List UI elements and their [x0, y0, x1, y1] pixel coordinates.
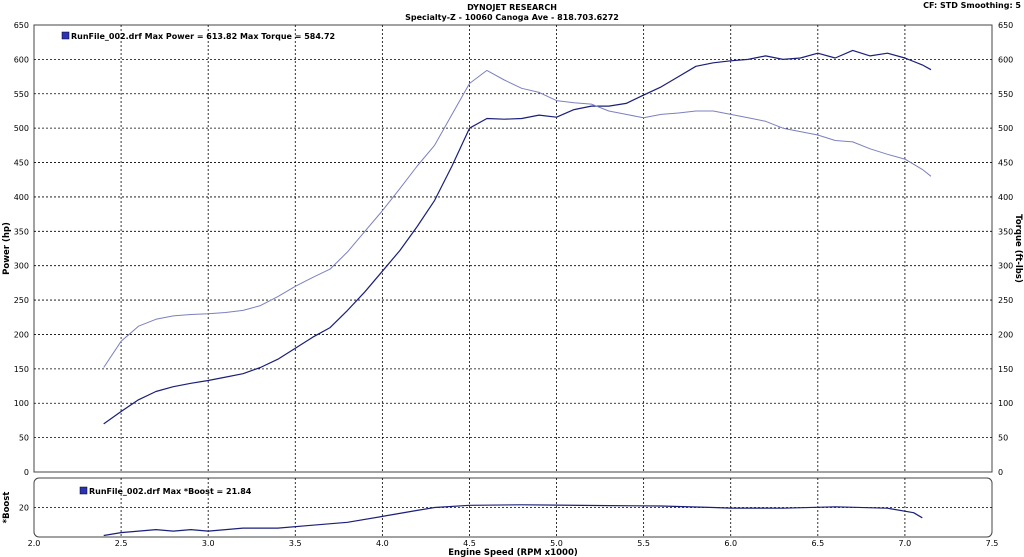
x-tick-label: 3.5 [289, 539, 302, 548]
x-axis-title: Engine Speed (RPM x1000) [448, 548, 578, 557]
legend-text: RunFile_002.drf Max *Boost = 21.84 [89, 487, 252, 496]
power-torque-plot-area [33, 24, 993, 473]
x-tick-label: 7.5 [986, 539, 999, 548]
chart-subtitle: Specialty-Z - 10060 Canoga Ave - 818.703… [405, 13, 619, 22]
y-tick-label: 0 [24, 468, 29, 477]
y-tick-label: 50 [19, 434, 29, 443]
legend-text: RunFile_002.drf Max Power = 613.82 Max T… [71, 32, 335, 41]
legend-swatch [61, 31, 70, 40]
y-tick-label: 250 [14, 296, 29, 305]
y-tick-label: 450 [14, 159, 29, 168]
y2-tick-label: 100 [998, 399, 1013, 408]
y-tick-label: 20 [19, 504, 29, 513]
y2-tick-label: 350 [998, 227, 1013, 236]
y2-tick-label: 50 [998, 434, 1008, 443]
y2-tick-label: 500 [998, 124, 1013, 133]
y2-tick-label: 600 [998, 55, 1013, 64]
x-tick-label: 2.5 [115, 539, 128, 548]
y-tick-label: 500 [14, 124, 29, 133]
x-tick-label: 2.0 [28, 539, 41, 548]
chart-title: DYNOJET RESEARCH [467, 3, 557, 12]
y2-tick-label: 150 [998, 365, 1013, 374]
y2-axis-title: Torque (ft-lbs) [1013, 214, 1023, 283]
x-tick-label: 5.5 [637, 539, 650, 548]
series-line-boost [103, 504, 923, 537]
y2-tick-label: 200 [998, 330, 1013, 339]
y2-tick-label: 0 [998, 468, 1003, 477]
x-tick-label: 7.0 [899, 539, 912, 548]
y-tick-label: 150 [14, 365, 29, 374]
y-tick-label: 600 [14, 55, 29, 64]
x-tick-label: 5.0 [550, 539, 563, 548]
y-axis-title: Power (hp) [2, 222, 12, 275]
x-tick-label: 4.5 [463, 539, 476, 548]
y2-tick-label: 250 [998, 296, 1013, 305]
y2-tick-label: 400 [998, 193, 1013, 202]
y-tick-label: 100 [14, 399, 29, 408]
y-tick-label: 400 [14, 193, 29, 202]
x-tick-label: 6.5 [811, 539, 824, 548]
correction-factor-info: CF: STD Smoothing: 5 [923, 1, 1021, 10]
legend-swatch [79, 486, 88, 495]
y-tick-label: 650 [14, 21, 29, 30]
x-tick-label: 4.0 [376, 539, 389, 548]
series-line-torque [103, 69, 932, 368]
y-tick-label: 300 [14, 262, 29, 271]
y-tick-label: 550 [14, 90, 29, 99]
series-line-power [103, 49, 932, 425]
y2-tick-label: 300 [998, 262, 1013, 271]
y-tick-label: 350 [14, 227, 29, 236]
y2-tick-label: 450 [998, 159, 1013, 168]
y-tick-label: 200 [14, 330, 29, 339]
boost-axis-title: *Boost [2, 492, 12, 524]
x-tick-label: 6.0 [724, 539, 737, 548]
y2-tick-label: 650 [998, 21, 1013, 30]
y2-tick-label: 550 [998, 90, 1013, 99]
x-tick-label: 3.0 [202, 539, 215, 548]
